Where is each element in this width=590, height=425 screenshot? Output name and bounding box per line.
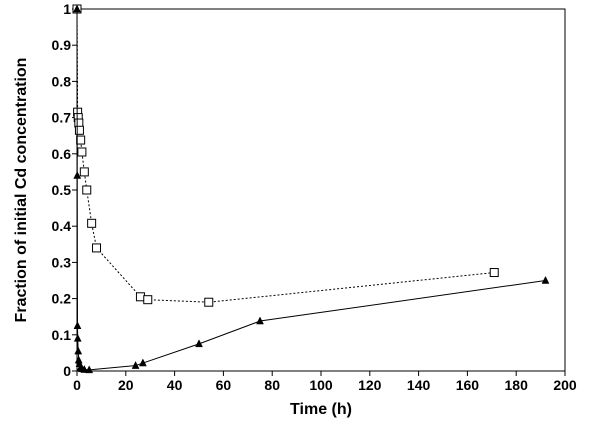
series-0-point (143, 295, 153, 305)
x-tick-label: 180 (505, 377, 529, 393)
x-tick-label: 120 (358, 377, 382, 393)
series-0-line (76, 8, 495, 303)
series-1-point (131, 361, 140, 369)
y-axis-ticks: 0 0.1 0.2 0.3 0.4 0.5 0.6 0.7 0.8 0.9 1 (52, 1, 77, 379)
y-axis-title: Fraction of initial Cd concentration (13, 58, 30, 323)
y-tick-label: 1 (63, 1, 71, 17)
x-tick-label: 80 (264, 377, 280, 393)
y-tick-label: 0.9 (52, 37, 72, 53)
series-0-point (76, 135, 86, 145)
series-0-point (92, 243, 102, 253)
series-0-point (77, 147, 87, 157)
x-axis-title: Time (h) (290, 401, 352, 418)
y-tick-label: 0 (63, 363, 71, 379)
x-tick-label: 140 (407, 377, 431, 393)
y-tick-label: 0.8 (52, 73, 72, 89)
y-tick-label: 0.5 (52, 182, 72, 198)
x-tick-label: 20 (118, 377, 134, 393)
x-tick-label: 200 (553, 377, 577, 393)
series-0-point (87, 218, 97, 228)
x-tick-label: 60 (216, 377, 232, 393)
series-1-point (80, 364, 89, 373)
series-1-point (74, 346, 83, 355)
x-tick-label: 0 (73, 377, 81, 393)
series-1-line (76, 8, 546, 371)
series-1-point (195, 339, 203, 348)
series-0-point (489, 268, 499, 278)
y-tick-label: 0.3 (52, 254, 72, 270)
series-1-point (73, 170, 82, 179)
series-0-point (82, 185, 92, 195)
y-tick-label: 0.1 (52, 327, 72, 343)
series-1-point (73, 4, 81, 13)
series-1-point (73, 333, 82, 342)
y-tick-label: 0.7 (52, 110, 72, 126)
series-1-point (256, 316, 264, 325)
series-1-point (85, 365, 94, 374)
series-1-point (138, 358, 147, 367)
series-0-point (74, 125, 84, 135)
series-1-point (541, 275, 550, 284)
series-0-point (135, 292, 145, 302)
series-0-point (204, 297, 214, 307)
x-tick-label: 160 (456, 377, 480, 393)
y-tick-label: 0.2 (52, 291, 72, 307)
x-tick-label: 100 (309, 377, 333, 393)
x-tick-label: 40 (167, 377, 183, 393)
y-tick-label: 0.6 (52, 146, 72, 162)
plot-frame (76, 8, 566, 372)
y-tick-label: 0.4 (52, 218, 72, 234)
x-axis-ticks: 0 20 40 60 80 100 120 140 160 180 200 (73, 371, 577, 393)
series-1-point (73, 321, 82, 329)
series-layer (72, 4, 550, 374)
series-0-point (79, 167, 89, 177)
